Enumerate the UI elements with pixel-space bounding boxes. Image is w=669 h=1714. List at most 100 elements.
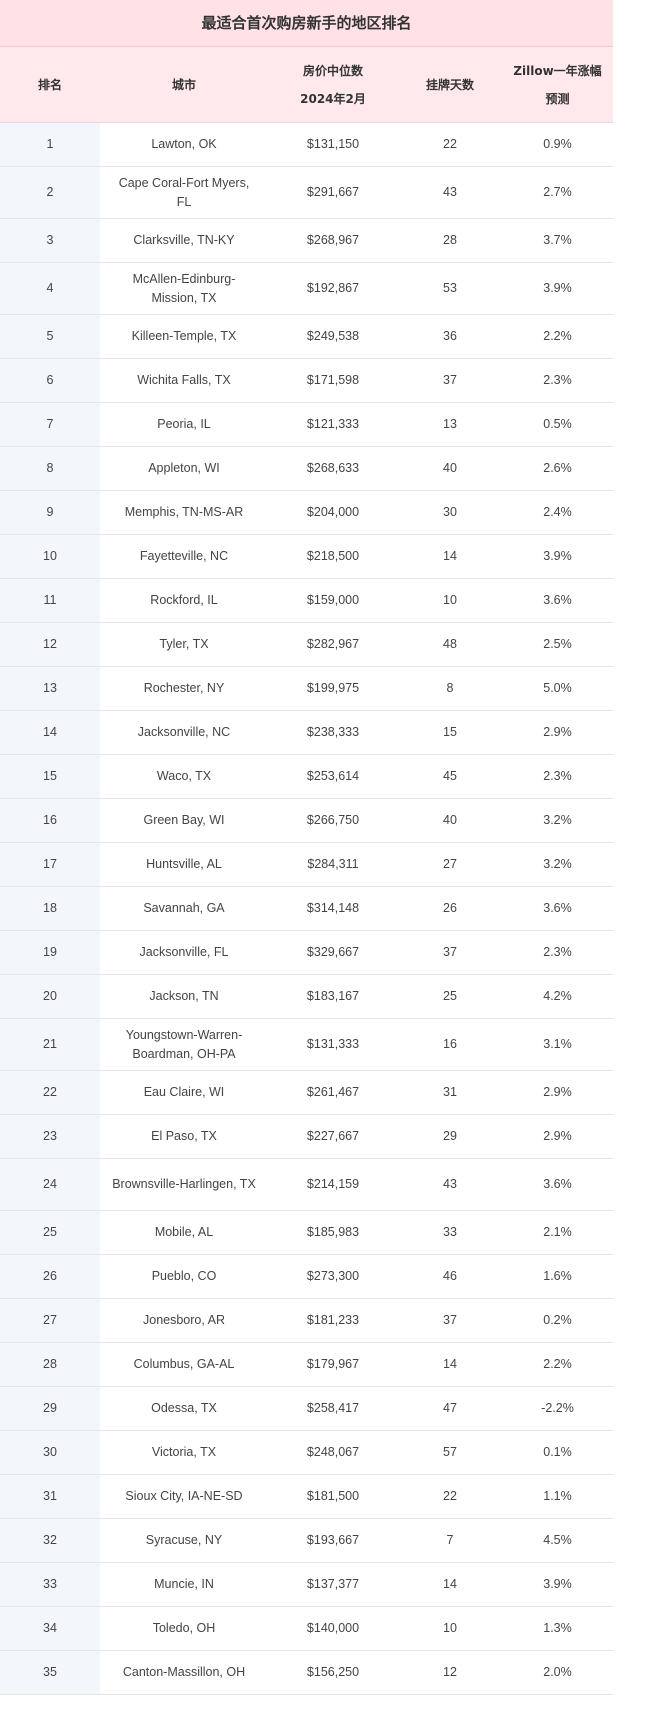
table-row: 23 El Paso, TX $227,667 29 2.9%	[0, 1114, 613, 1159]
cell-forecast: 3.6%	[502, 1158, 613, 1211]
cell-city: Youngstown-Warren-Boardman, OH-PA	[100, 1018, 268, 1071]
cell-rank: 21	[0, 1018, 100, 1071]
cell-rank: 28	[0, 1342, 100, 1387]
cell-rank: 15	[0, 754, 100, 799]
cell-city: Killeen-Temple, TX	[100, 314, 268, 359]
cell-rank: 12	[0, 622, 100, 667]
header-row: 排名 城市 房价中位数 2024年2月 挂牌天数 Zillow一年涨幅预测	[0, 47, 613, 123]
table-row: 24 Brownsville-Harlingen, TX $214,159 43 3.6…	[0, 1158, 613, 1211]
cell-forecast: 2.6%	[502, 446, 613, 491]
cell-days-listed: 28	[398, 218, 502, 263]
cell-rank: 1	[0, 122, 100, 167]
table-row: 10 Fayetteville, NC $218,500 14 3.9%	[0, 534, 613, 579]
cell-median-price: $249,538	[268, 314, 398, 359]
cell-days-listed: 57	[398, 1430, 502, 1475]
cell-median-price: $268,967	[268, 218, 398, 263]
cell-rank: 13	[0, 666, 100, 711]
cell-city: Jonesboro, AR	[100, 1298, 268, 1343]
table-row: 30 Victoria, TX $248,067 57 0.1%	[0, 1430, 613, 1475]
cell-city: Jacksonville, NC	[100, 710, 268, 755]
cell-forecast: 0.5%	[502, 402, 613, 447]
cell-median-price: $261,467	[268, 1070, 398, 1115]
table-row: 7 Peoria, IL $121,333 13 0.5%	[0, 402, 613, 447]
cell-forecast: 4.5%	[502, 1518, 613, 1563]
table-row: 25 Mobile, AL $185,983 33 2.1%	[0, 1210, 613, 1255]
cell-forecast: 1.1%	[502, 1474, 613, 1519]
cell-city: Rochester, NY	[100, 666, 268, 711]
cell-rank: 20	[0, 974, 100, 1019]
cell-forecast: 2.4%	[502, 490, 613, 535]
cell-rank: 32	[0, 1518, 100, 1563]
cell-rank: 27	[0, 1298, 100, 1343]
cell-forecast: 0.2%	[502, 1298, 613, 1343]
cell-median-price: $238,333	[268, 710, 398, 755]
cell-days-listed: 25	[398, 974, 502, 1019]
cell-days-listed: 37	[398, 1298, 502, 1343]
cell-days-listed: 40	[398, 446, 502, 491]
table-row: 19 Jacksonville, FL $329,667 37 2.3%	[0, 930, 613, 975]
table-row: 16 Green Bay, WI $266,750 40 3.2%	[0, 798, 613, 843]
header-city: 城市	[100, 47, 268, 123]
cell-days-listed: 15	[398, 710, 502, 755]
cell-median-price: $214,159	[268, 1158, 398, 1211]
cell-forecast: 3.1%	[502, 1018, 613, 1071]
table-row: 34 Toledo, OH $140,000 10 1.3%	[0, 1606, 613, 1651]
cell-city: Jackson, TN	[100, 974, 268, 1019]
cell-days-listed: 47	[398, 1386, 502, 1431]
cell-city: Brownsville-Harlingen, TX	[100, 1158, 268, 1211]
cell-forecast: 2.7%	[502, 166, 613, 219]
cell-rank: 23	[0, 1114, 100, 1159]
table-row: 12 Tyler, TX $282,967 48 2.5%	[0, 622, 613, 667]
cell-days-listed: 31	[398, 1070, 502, 1115]
cell-rank: 31	[0, 1474, 100, 1519]
table-row: 15 Waco, TX $253,614 45 2.3%	[0, 754, 613, 799]
cell-median-price: $131,150	[268, 122, 398, 167]
cell-city: Green Bay, WI	[100, 798, 268, 843]
header-zillow-forecast: Zillow一年涨幅预测	[502, 47, 613, 123]
cell-median-price: $248,067	[268, 1430, 398, 1475]
table-row: 35 Canton-Massillon, OH $156,250 12 2.0%	[0, 1650, 613, 1695]
cell-forecast: 2.0%	[502, 1650, 613, 1695]
cell-rank: 16	[0, 798, 100, 843]
cell-days-listed: 36	[398, 314, 502, 359]
cell-median-price: $227,667	[268, 1114, 398, 1159]
cell-city: Canton-Massillon, OH	[100, 1650, 268, 1695]
cell-days-listed: 29	[398, 1114, 502, 1159]
cell-forecast: 0.1%	[502, 1430, 613, 1475]
cell-rank: 30	[0, 1430, 100, 1475]
cell-forecast: 2.9%	[502, 710, 613, 755]
cell-forecast: 3.2%	[502, 798, 613, 843]
cell-city: El Paso, TX	[100, 1114, 268, 1159]
cell-median-price: $159,000	[268, 578, 398, 623]
cell-rank: 18	[0, 886, 100, 931]
cell-forecast: 3.9%	[502, 262, 613, 315]
cell-rank: 11	[0, 578, 100, 623]
cell-days-listed: 8	[398, 666, 502, 711]
cell-rank: 25	[0, 1210, 100, 1255]
table-header: 排名 城市 房价中位数 2024年2月 挂牌天数 Zillow一年涨幅预测	[0, 47, 613, 123]
cell-forecast: 1.6%	[502, 1254, 613, 1299]
cell-rank: 7	[0, 402, 100, 447]
cell-median-price: $156,250	[268, 1650, 398, 1695]
cell-median-price: $204,000	[268, 490, 398, 535]
table-row: 13 Rochester, NY $199,975 8 5.0%	[0, 666, 613, 711]
cell-rank: 3	[0, 218, 100, 263]
cell-days-listed: 45	[398, 754, 502, 799]
table-row: 27 Jonesboro, AR $181,233 37 0.2%	[0, 1298, 613, 1343]
cell-days-listed: 53	[398, 262, 502, 315]
header-median-price-label: 房价中位数	[302, 63, 363, 78]
cell-forecast: 3.7%	[502, 218, 613, 263]
cell-rank: 8	[0, 446, 100, 491]
table-row: 8 Appleton, WI $268,633 40 2.6%	[0, 446, 613, 491]
table-row: 22 Eau Claire, WI $261,467 31 2.9%	[0, 1070, 613, 1115]
cell-forecast: 0.9%	[502, 122, 613, 167]
cell-city: Victoria, TX	[100, 1430, 268, 1475]
cell-median-price: $199,975	[268, 666, 398, 711]
cell-days-listed: 37	[398, 930, 502, 975]
cell-days-listed: 37	[398, 358, 502, 403]
cell-forecast: 1.3%	[502, 1606, 613, 1651]
cell-forecast: 4.2%	[502, 974, 613, 1019]
cell-days-listed: 48	[398, 622, 502, 667]
cell-days-listed: 46	[398, 1254, 502, 1299]
cell-median-price: $284,311	[268, 842, 398, 887]
